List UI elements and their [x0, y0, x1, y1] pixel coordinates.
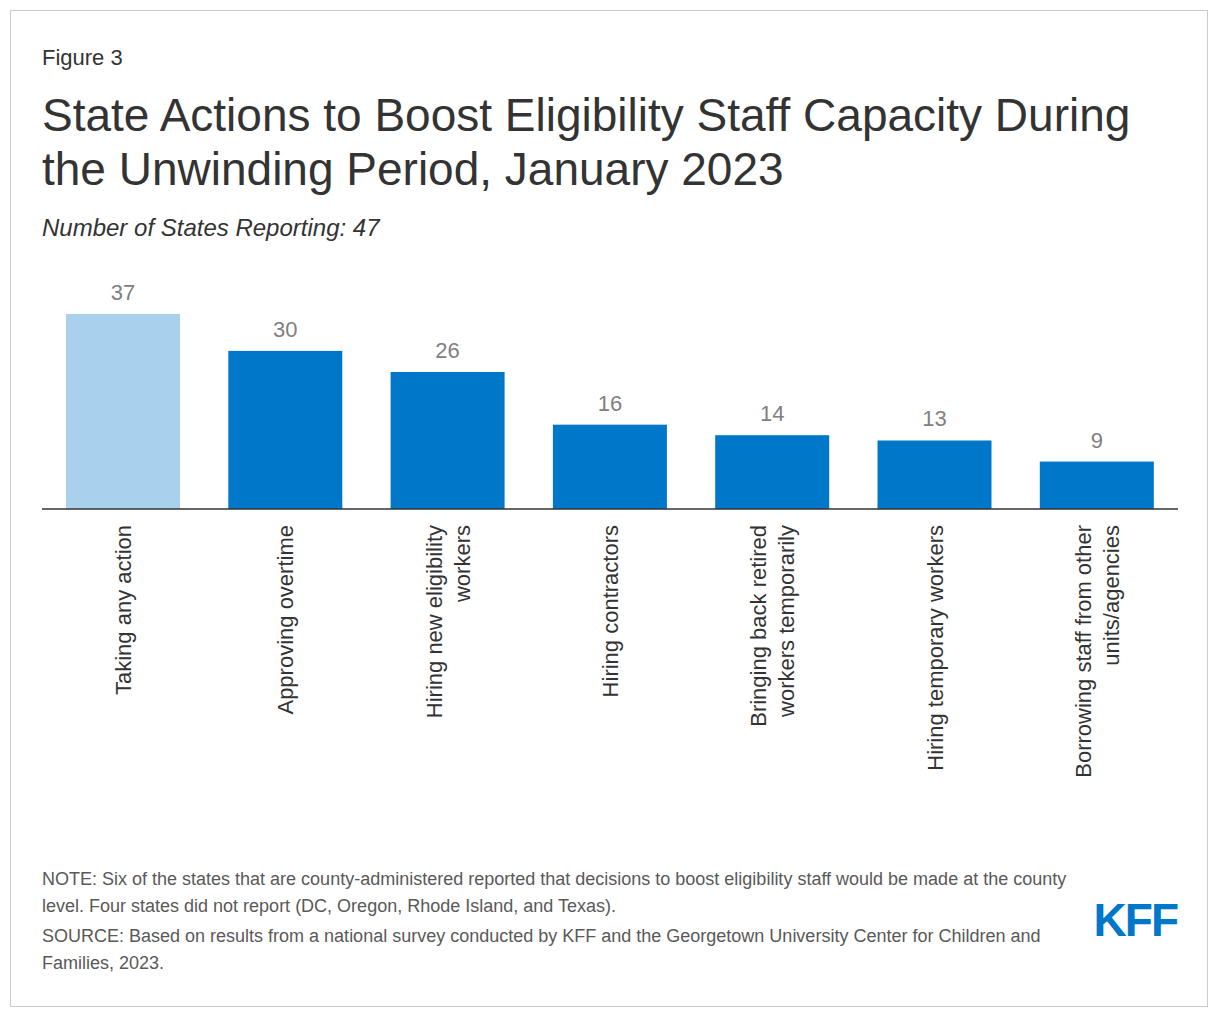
x-tick-label: Borrowing staff from otherunits/agencies — [1071, 525, 1124, 778]
x-tick-label-line: workers — [450, 525, 475, 603]
x-tick-label-line: Approving overtime — [273, 525, 298, 715]
x-tick-label: Hiring new eligibilityworkers — [422, 525, 475, 718]
bar — [228, 351, 342, 509]
data-label: 30 — [273, 317, 297, 342]
x-tick-label: Bringing back retiredworkers temporarily — [746, 525, 799, 727]
x-tick-label: Hiring contractors — [598, 525, 623, 697]
x-tick-label: Approving overtime — [273, 525, 298, 715]
data-label: 37 — [111, 280, 135, 305]
x-tick-label-line: Hiring new eligibility — [422, 525, 447, 718]
logo: KFF — [1094, 894, 1178, 946]
x-tick-label: Hiring temporary workers — [923, 525, 948, 771]
title: State Actions to Boost Eligibility Staff… — [42, 88, 1192, 196]
bar — [66, 314, 180, 509]
x-tick-label: Taking any action — [111, 525, 136, 695]
bars — [66, 314, 1154, 509]
x-tick-label-line: Hiring contractors — [598, 525, 623, 697]
x-tick-label-line: Taking any action — [111, 525, 136, 695]
data-label: 9 — [1091, 428, 1103, 453]
x-tick-label-line: workers temporarily — [774, 525, 799, 718]
bar — [715, 435, 829, 509]
bar — [878, 440, 992, 509]
data-label: 13 — [922, 406, 946, 431]
x-tick-label-line: units/agencies — [1099, 525, 1124, 666]
data-label: 16 — [598, 391, 622, 416]
x-tick-label-line: Hiring temporary workers — [923, 525, 948, 771]
data-label: 14 — [760, 401, 784, 426]
chart-svg: 37 30 26 16 14 13 9 Taking any action Approving … — [0, 0, 1220, 1020]
data-label: 26 — [435, 338, 459, 363]
bar — [1040, 462, 1154, 509]
figure-label: Figure 3 — [42, 45, 123, 71]
bar — [391, 372, 505, 509]
note: NOTE: Six of the states that are county-… — [42, 866, 1077, 920]
bar — [553, 425, 667, 509]
source: SOURCE: Based on results from a national… — [42, 923, 1077, 977]
x-tick-label-line: Borrowing staff from other — [1071, 525, 1096, 778]
subtitle: Number of States Reporting: 47 — [42, 214, 380, 242]
x-axis-line — [42, 508, 1178, 510]
x-tick-label-line: Bringing back retired — [746, 525, 771, 727]
